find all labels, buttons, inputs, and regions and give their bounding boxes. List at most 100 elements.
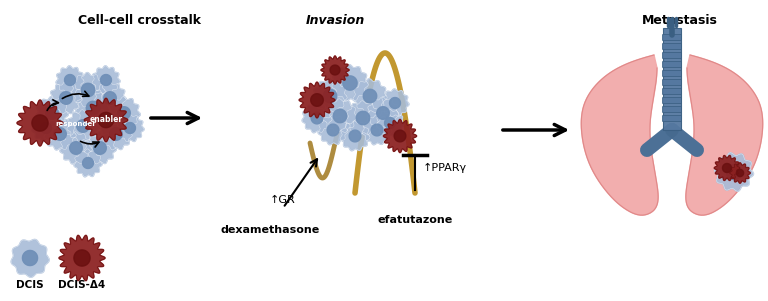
Polygon shape xyxy=(363,89,377,103)
Polygon shape xyxy=(362,115,392,145)
Polygon shape xyxy=(302,103,332,133)
Polygon shape xyxy=(385,118,396,129)
Polygon shape xyxy=(94,142,106,154)
Polygon shape xyxy=(81,83,94,97)
Polygon shape xyxy=(327,124,339,136)
FancyBboxPatch shape xyxy=(663,35,681,41)
Polygon shape xyxy=(92,66,120,94)
Text: efatutazone: efatutazone xyxy=(377,215,452,225)
Polygon shape xyxy=(376,109,404,137)
Polygon shape xyxy=(71,73,105,107)
Polygon shape xyxy=(77,120,89,132)
FancyBboxPatch shape xyxy=(663,107,681,113)
Polygon shape xyxy=(723,163,731,172)
Text: ↑GR: ↑GR xyxy=(270,195,296,205)
FancyBboxPatch shape xyxy=(663,88,681,95)
Polygon shape xyxy=(714,156,740,181)
Polygon shape xyxy=(36,97,68,129)
Polygon shape xyxy=(60,132,92,164)
Polygon shape xyxy=(110,128,122,140)
Text: ↑PPARγ: ↑PPARγ xyxy=(423,163,467,173)
FancyBboxPatch shape xyxy=(663,98,681,104)
Polygon shape xyxy=(74,250,90,266)
Polygon shape xyxy=(349,130,361,142)
Polygon shape xyxy=(730,163,750,183)
Polygon shape xyxy=(311,94,323,106)
Polygon shape xyxy=(663,28,681,130)
Polygon shape xyxy=(323,89,336,103)
Polygon shape xyxy=(686,55,763,215)
Polygon shape xyxy=(65,75,75,85)
FancyBboxPatch shape xyxy=(663,116,681,122)
FancyBboxPatch shape xyxy=(663,61,681,67)
Polygon shape xyxy=(318,115,348,145)
Polygon shape xyxy=(371,124,383,136)
Polygon shape xyxy=(54,128,66,140)
Polygon shape xyxy=(343,76,357,90)
Polygon shape xyxy=(346,101,380,135)
Polygon shape xyxy=(332,65,369,101)
Polygon shape xyxy=(22,250,38,265)
Polygon shape xyxy=(124,123,135,133)
Polygon shape xyxy=(86,101,100,115)
Polygon shape xyxy=(118,107,131,119)
Polygon shape xyxy=(394,130,406,142)
Polygon shape xyxy=(714,153,753,191)
Polygon shape xyxy=(340,121,370,151)
Polygon shape xyxy=(311,112,323,124)
Polygon shape xyxy=(299,82,335,118)
Polygon shape xyxy=(12,239,49,277)
Text: Cell-cell crosstalk: Cell-cell crosstalk xyxy=(78,14,201,27)
FancyBboxPatch shape xyxy=(663,79,681,85)
Polygon shape xyxy=(116,114,144,142)
Polygon shape xyxy=(76,91,111,125)
Polygon shape xyxy=(74,149,102,177)
Polygon shape xyxy=(84,132,116,164)
Polygon shape xyxy=(313,79,347,113)
Polygon shape xyxy=(44,118,76,150)
Polygon shape xyxy=(59,235,105,281)
Polygon shape xyxy=(383,119,416,153)
Text: enabler: enabler xyxy=(89,116,123,125)
Text: DCIS: DCIS xyxy=(16,280,44,290)
Polygon shape xyxy=(581,55,658,215)
Polygon shape xyxy=(46,107,58,119)
Polygon shape xyxy=(333,109,346,123)
FancyBboxPatch shape xyxy=(663,44,681,49)
Polygon shape xyxy=(381,89,409,117)
Polygon shape xyxy=(60,92,72,104)
Polygon shape xyxy=(367,97,399,129)
Polygon shape xyxy=(82,157,94,169)
Polygon shape xyxy=(84,98,127,142)
Polygon shape xyxy=(353,79,387,113)
Polygon shape xyxy=(330,65,340,75)
Polygon shape xyxy=(101,75,111,85)
Text: Invasion: Invasion xyxy=(306,14,365,27)
Polygon shape xyxy=(321,56,349,84)
Polygon shape xyxy=(356,111,369,125)
Polygon shape xyxy=(376,107,389,119)
FancyBboxPatch shape xyxy=(663,52,681,58)
Polygon shape xyxy=(737,169,743,177)
Polygon shape xyxy=(727,164,742,180)
Text: Metastasis: Metastasis xyxy=(642,14,718,27)
Polygon shape xyxy=(56,66,84,94)
Polygon shape xyxy=(104,92,116,104)
Polygon shape xyxy=(389,98,400,108)
Polygon shape xyxy=(32,115,48,131)
Polygon shape xyxy=(94,82,126,114)
Polygon shape xyxy=(70,142,82,154)
Text: responder: responder xyxy=(55,121,96,127)
Polygon shape xyxy=(32,114,60,142)
Text: dexamethasone: dexamethasone xyxy=(220,225,319,235)
FancyBboxPatch shape xyxy=(663,70,681,76)
Polygon shape xyxy=(100,118,132,150)
Polygon shape xyxy=(98,112,114,128)
Polygon shape xyxy=(41,123,51,133)
Polygon shape xyxy=(323,99,357,133)
Polygon shape xyxy=(108,97,141,129)
Polygon shape xyxy=(67,110,99,142)
Polygon shape xyxy=(50,82,82,114)
Text: DCIS-Δ4: DCIS-Δ4 xyxy=(58,280,106,290)
Polygon shape xyxy=(17,100,63,146)
